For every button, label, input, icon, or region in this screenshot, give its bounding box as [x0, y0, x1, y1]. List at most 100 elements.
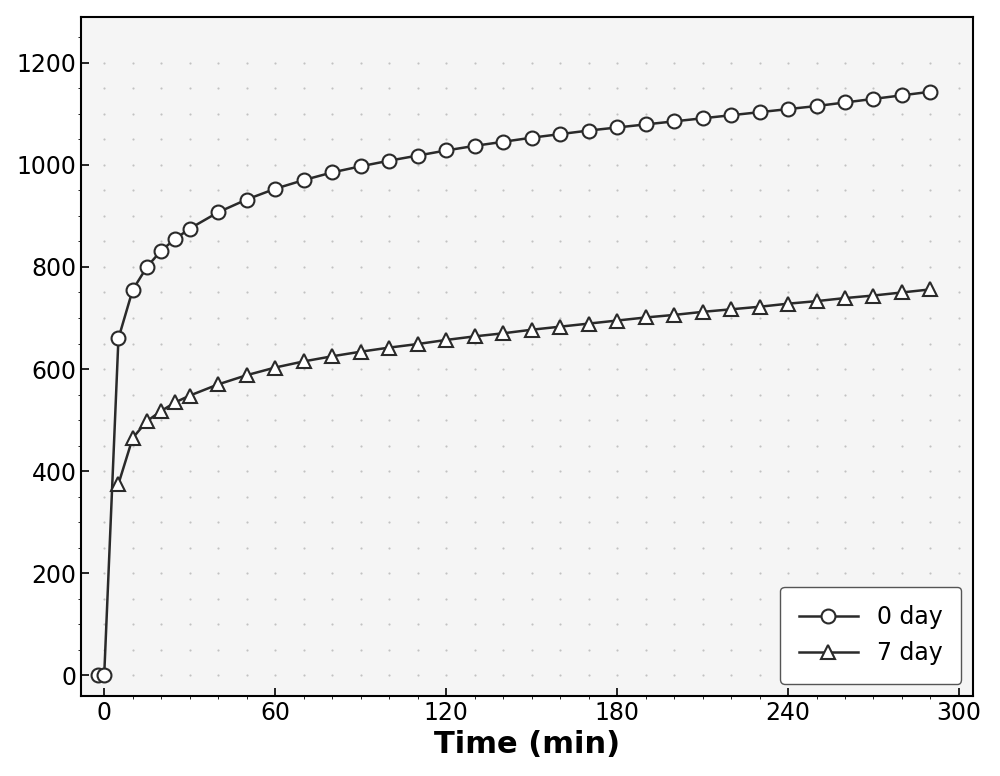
Point — [125, 388, 141, 400]
Point — [495, 312, 511, 324]
Point — [438, 414, 454, 426]
Point — [467, 644, 483, 656]
Point — [951, 516, 967, 528]
Point — [467, 158, 483, 171]
Point — [894, 363, 910, 376]
0 day — [697, 113, 709, 123]
Point — [438, 618, 454, 631]
Point — [666, 108, 682, 120]
Point — [695, 82, 711, 95]
Point — [922, 669, 938, 681]
Point — [125, 210, 141, 222]
Point — [865, 210, 881, 222]
Point — [922, 516, 938, 528]
Point — [837, 338, 853, 350]
Point — [695, 338, 711, 350]
Point — [951, 286, 967, 299]
7 day — [839, 293, 851, 303]
Point — [381, 593, 397, 605]
Point — [153, 644, 169, 656]
Point — [324, 414, 340, 426]
Point — [210, 210, 226, 222]
Point — [723, 235, 739, 248]
Point — [951, 158, 967, 171]
Point — [324, 669, 340, 681]
Point — [609, 669, 625, 681]
Point — [922, 338, 938, 350]
Point — [353, 108, 369, 120]
0 day — [298, 175, 310, 185]
Point — [752, 235, 768, 248]
Point — [837, 235, 853, 248]
7 day — [212, 379, 224, 389]
Point — [666, 465, 682, 477]
Point — [951, 542, 967, 554]
Point — [638, 669, 654, 681]
Point — [410, 57, 426, 69]
Point — [581, 312, 597, 324]
Point — [324, 286, 340, 299]
0 day — [155, 246, 167, 255]
Point — [638, 439, 654, 452]
Point — [410, 669, 426, 681]
Point — [353, 261, 369, 273]
Point — [552, 439, 568, 452]
Point — [809, 133, 825, 145]
Point — [552, 108, 568, 120]
Point — [410, 388, 426, 400]
Point — [153, 618, 169, 631]
Point — [381, 388, 397, 400]
Point — [524, 644, 540, 656]
Point — [96, 363, 112, 376]
Point — [894, 261, 910, 273]
Point — [267, 618, 283, 631]
Point — [837, 133, 853, 145]
Point — [609, 235, 625, 248]
Point — [865, 363, 881, 376]
7 day — [754, 302, 766, 311]
Point — [267, 312, 283, 324]
Point — [951, 388, 967, 400]
Point — [210, 158, 226, 171]
Point — [809, 542, 825, 554]
Point — [894, 414, 910, 426]
Point — [552, 644, 568, 656]
Point — [467, 184, 483, 196]
Point — [153, 465, 169, 477]
Point — [894, 567, 910, 580]
Point — [581, 439, 597, 452]
Point — [638, 82, 654, 95]
Point — [809, 312, 825, 324]
Point — [182, 338, 198, 350]
Point — [951, 108, 967, 120]
Point — [96, 184, 112, 196]
Point — [922, 490, 938, 503]
7 day — [725, 305, 737, 314]
Point — [438, 261, 454, 273]
Point — [467, 261, 483, 273]
Point — [581, 184, 597, 196]
Point — [524, 57, 540, 69]
Point — [410, 158, 426, 171]
Point — [524, 235, 540, 248]
Point — [638, 261, 654, 273]
Point — [96, 439, 112, 452]
Point — [552, 516, 568, 528]
Point — [809, 338, 825, 350]
Point — [609, 210, 625, 222]
Point — [438, 542, 454, 554]
Point — [296, 669, 312, 681]
Point — [495, 644, 511, 656]
Point — [239, 490, 255, 503]
Point — [381, 414, 397, 426]
Point — [467, 338, 483, 350]
Point — [951, 593, 967, 605]
7 day — [412, 339, 424, 348]
Point — [581, 516, 597, 528]
Point — [638, 108, 654, 120]
Point — [666, 542, 682, 554]
Point — [922, 184, 938, 196]
Point — [609, 57, 625, 69]
Point — [210, 593, 226, 605]
Point — [467, 286, 483, 299]
